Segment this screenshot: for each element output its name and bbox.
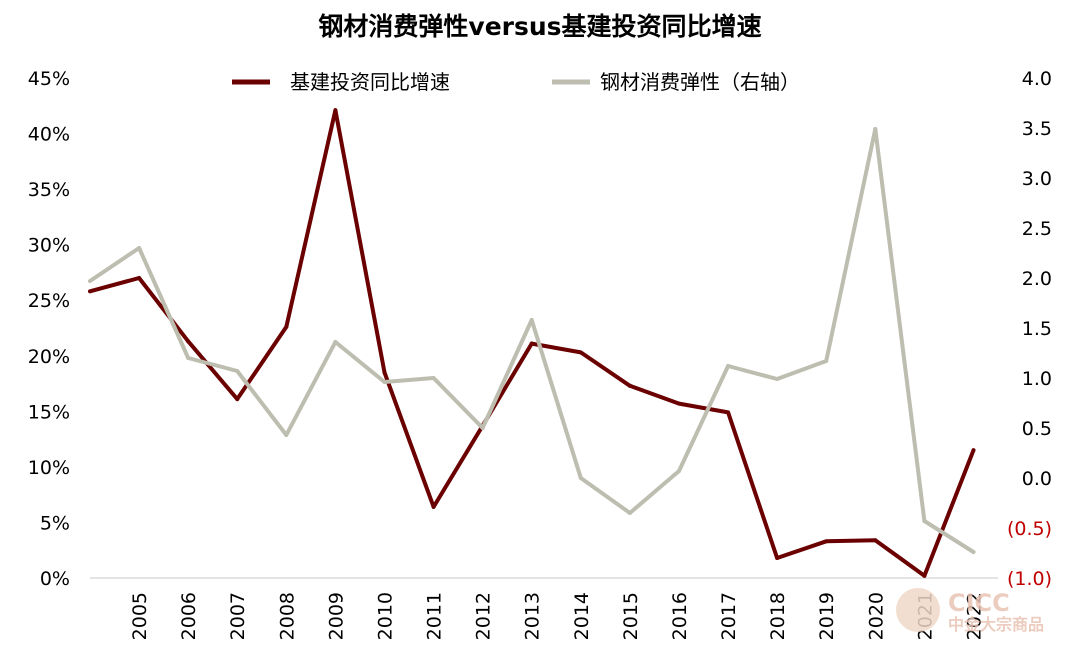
series-line-steel-elasticity [88, 127, 976, 554]
left-tick-label: 25% [28, 290, 70, 312]
point-infra-growth [922, 573, 927, 578]
x-tick-label: 2006 [178, 592, 200, 640]
right-tick-label: 3.5 [1022, 118, 1052, 140]
point-steel-elasticity [627, 511, 632, 515]
legend-label-infra-growth: 基建投资同比增速 [290, 70, 450, 94]
x-tick-label: 2011 [424, 592, 446, 640]
left-tick-label: 5% [40, 512, 70, 534]
right-tick-label: 2.0 [1022, 268, 1052, 290]
x-tick-label: 2012 [473, 592, 495, 640]
left-axis: 0% 5% 10% 15% 20% 25% 30% 35% 40% 45% [28, 68, 70, 590]
right-tick-label: 1.5 [1022, 318, 1052, 340]
watermark: CICC 中金大宗商品 [896, 588, 1044, 634]
point-infra-growth [137, 276, 142, 280]
point-steel-elasticity [873, 127, 878, 131]
x-tick-label: 2022 [963, 592, 985, 640]
point-infra-growth [235, 397, 240, 402]
x-tick-label: 2017 [718, 592, 740, 640]
x-tick-label: 2008 [276, 592, 298, 640]
point-steel-elasticity [480, 426, 485, 430]
x-tick-label: 2019 [816, 592, 838, 640]
point-steel-elasticity [922, 519, 927, 523]
right-tick-label: (1.0) [1007, 568, 1052, 590]
x-tick-label: 2013 [522, 592, 544, 640]
point-steel-elasticity [726, 364, 731, 368]
point-infra-growth [824, 539, 829, 544]
point-steel-elasticity [235, 369, 240, 373]
x-tick-label: 2010 [374, 592, 396, 640]
point-infra-growth [873, 538, 878, 543]
point-infra-growth [676, 401, 681, 406]
point-infra-growth [284, 324, 289, 329]
point-steel-elasticity [529, 318, 534, 322]
x-tick-label: 2007 [227, 592, 249, 640]
right-tick-label: 2.5 [1022, 218, 1052, 240]
legend-label-steel-elasticity: 钢材消费弹性（右轴） [600, 70, 800, 94]
watermark-brand: CICC [948, 589, 1010, 617]
point-infra-growth [382, 370, 387, 375]
left-tick-label: 40% [28, 124, 70, 146]
watermark-logo-icon [896, 588, 940, 632]
watermark-subtitle: 中金大宗商品 [948, 615, 1044, 634]
left-tick-label: 45% [28, 68, 70, 90]
legend: 基建投资同比增速 钢材消费弹性（右轴） [232, 70, 800, 94]
point-infra-growth [578, 350, 583, 355]
point-infra-growth [627, 383, 632, 388]
left-tick-label: 10% [28, 457, 70, 479]
point-infra-growth [186, 339, 191, 344]
right-tick-label: 0.0 [1022, 468, 1052, 490]
point-steel-elasticity [284, 433, 289, 437]
point-steel-elasticity [676, 469, 681, 473]
chart-title: 钢材消费弹性versus基建投资同比增速 [318, 12, 761, 41]
x-tick-label: 2009 [325, 592, 347, 640]
left-tick-label: 30% [28, 235, 70, 257]
x-tick-label: 2005 [129, 592, 151, 640]
point-steel-elasticity [775, 377, 780, 381]
point-steel-elasticity [824, 359, 829, 363]
x-tick-label: 2014 [571, 592, 593, 640]
x-tick-label: 2020 [865, 592, 887, 640]
x-tick-label: 2015 [620, 592, 642, 640]
right-tick-label: 4.0 [1022, 68, 1052, 90]
left-tick-label: 0% [40, 568, 70, 590]
left-tick-label: 15% [28, 401, 70, 423]
point-steel-elasticity [137, 246, 142, 250]
point-infra-growth [529, 341, 534, 346]
point-steel-elasticity [333, 340, 338, 344]
point-infra-growth [971, 448, 976, 453]
right-tick-label: 3.0 [1022, 168, 1052, 190]
x-tick-label: 2016 [669, 592, 691, 640]
point-infra-growth [333, 108, 338, 113]
x-tick-label: 2018 [767, 592, 789, 640]
left-tick-label: 20% [28, 346, 70, 368]
point-steel-elasticity [431, 376, 436, 380]
series-layer [88, 108, 976, 578]
right-axis: (1.0) (0.5) 0.0 0.5 1.0 1.5 2.0 2.5 3.0 3.5 4.0 [1007, 68, 1052, 590]
left-tick-label: 35% [28, 179, 70, 201]
point-steel-elasticity [971, 550, 976, 554]
point-steel-elasticity [578, 476, 583, 480]
point-infra-growth [726, 410, 731, 415]
point-infra-growth [775, 556, 780, 560]
point-steel-elasticity [382, 380, 387, 384]
point-steel-elasticity [186, 356, 191, 360]
right-tick-label: 0.5 [1022, 418, 1052, 440]
right-tick-label: (0.5) [1007, 518, 1052, 540]
right-tick-label: 1.0 [1022, 368, 1052, 390]
x-axis: 2005 2006 2007 2008 2009 2010 2011 2012 2013 2014… [129, 592, 985, 640]
point-infra-growth [431, 504, 436, 509]
